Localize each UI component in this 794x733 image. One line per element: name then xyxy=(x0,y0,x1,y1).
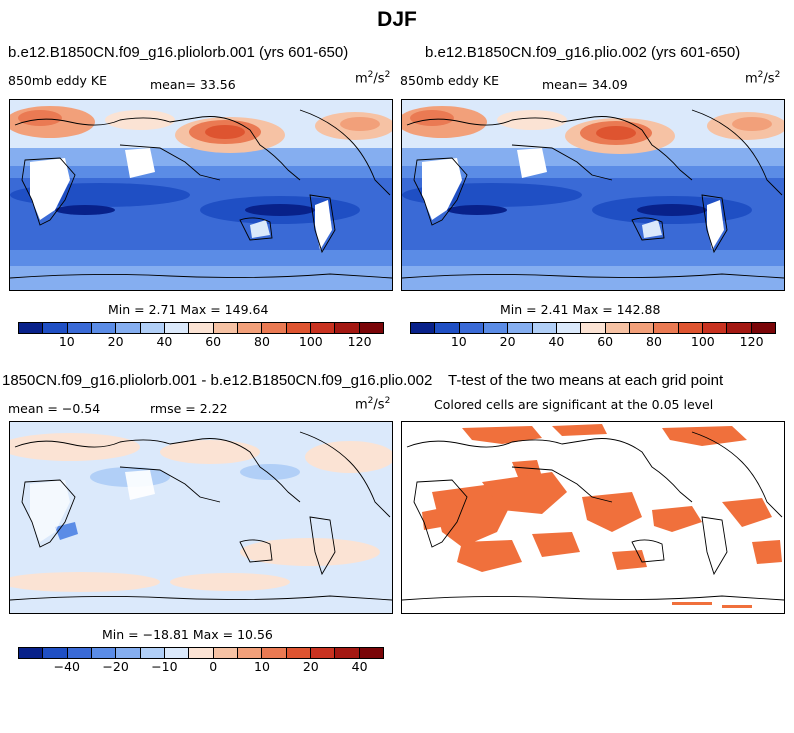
panel1-mean-label: mean= 33.56 xyxy=(150,77,236,92)
p2-tick: 10 xyxy=(450,334,467,349)
panel2-minmax: Min = 2.41 Max = 142.88 xyxy=(500,302,661,317)
panel2-mean-label: mean= 34.09 xyxy=(542,77,628,92)
p1-tick: 80 xyxy=(254,334,270,349)
figure-title: DJF xyxy=(377,8,417,31)
p1-tick: 40 xyxy=(156,334,173,349)
p2-tick: 60 xyxy=(597,334,614,349)
p1-tick: 100 xyxy=(298,334,323,349)
p3-tick: 0 xyxy=(209,659,218,674)
p3-tick: −20 xyxy=(102,659,129,674)
p2-tick: 40 xyxy=(548,334,565,349)
panel3-colorbar xyxy=(18,647,384,659)
panel3-rmse-label: rmse = 2.22 xyxy=(150,401,228,416)
p3-tick: −10 xyxy=(151,659,178,674)
p1-tick: 20 xyxy=(107,334,124,349)
panel3-colorbar-ticks: −40 −20 −10 0 10 20 40 xyxy=(18,659,384,677)
panel2-colorbar xyxy=(410,322,776,334)
panel2-units: m2/s2 xyxy=(745,70,781,87)
p1-tick: 10 xyxy=(58,334,75,349)
p2-tick: 80 xyxy=(646,334,662,349)
p3-tick: 10 xyxy=(254,659,270,674)
panel4-map xyxy=(401,421,785,614)
p2-tick: 120 xyxy=(739,334,764,349)
panel3-units: m2/s2 xyxy=(355,396,391,413)
panel4-subtitle: Colored cells are significant at the 0.0… xyxy=(434,397,714,412)
p3-tick: 20 xyxy=(302,659,319,674)
panel1-minmax: Min = 2.71 Max = 149.64 xyxy=(108,302,269,317)
panel3-title: 1850CN.f09_g16.pliolorb.001 - b.e12.B185… xyxy=(2,372,433,389)
panel1-title: b.e12.B1850CN.f09_g16.pliolorb.001 (yrs … xyxy=(8,44,349,61)
panel1-units: m2/s2 xyxy=(355,70,391,87)
panel2-title: b.e12.B1850CN.f09_g16.plio.002 (yrs 601-… xyxy=(425,44,741,61)
panel1-colorbar-ticks: 10 20 40 60 80 100 120 xyxy=(18,334,384,352)
panel2-left-label: 850mb eddy KE xyxy=(400,73,499,88)
p2-tick: 100 xyxy=(690,334,715,349)
p2-tick: 20 xyxy=(499,334,516,349)
panel1-colorbar xyxy=(18,322,384,334)
panel1-map xyxy=(9,99,393,291)
panel4-title: T-test of the two means at each grid poi… xyxy=(448,372,724,389)
panel3-minmax: Min = −18.81 Max = 10.56 xyxy=(102,627,273,642)
panel3-map xyxy=(9,421,393,614)
p3-tick: 40 xyxy=(351,659,368,674)
p1-tick: 120 xyxy=(347,334,372,349)
panel3-mean-label: mean = −0.54 xyxy=(8,401,101,416)
p3-tick: −40 xyxy=(53,659,80,674)
p1-tick: 60 xyxy=(205,334,222,349)
panel2-colorbar-ticks: 10 20 40 60 80 100 120 xyxy=(410,334,776,352)
panel2-map xyxy=(401,99,785,291)
panel1-left-label: 850mb eddy KE xyxy=(8,73,107,88)
